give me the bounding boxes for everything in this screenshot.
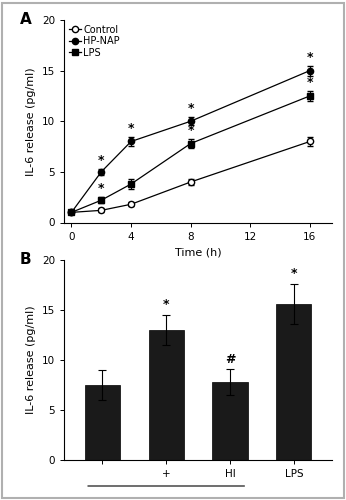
Y-axis label: IL-6 release (pg/ml): IL-6 release (pg/ml) xyxy=(26,306,36,414)
Text: *: * xyxy=(163,298,170,311)
Text: *: * xyxy=(98,182,104,195)
Legend: Control, HP-NAP, LPS: Control, HP-NAP, LPS xyxy=(69,25,120,58)
Text: *: * xyxy=(307,50,313,64)
Text: *: * xyxy=(188,124,194,138)
Bar xyxy=(85,385,120,460)
Text: *: * xyxy=(98,154,104,167)
Bar xyxy=(148,330,184,460)
Bar xyxy=(212,382,248,460)
X-axis label: Time (h): Time (h) xyxy=(175,247,221,257)
Y-axis label: IL-6 release (pg/ml): IL-6 release (pg/ml) xyxy=(26,67,36,176)
Text: *: * xyxy=(128,122,134,136)
Text: *: * xyxy=(307,76,313,89)
Text: A: A xyxy=(20,12,31,27)
Text: B: B xyxy=(20,252,31,267)
Bar xyxy=(276,304,311,460)
Text: #: # xyxy=(225,353,235,366)
Text: *: * xyxy=(291,267,297,280)
Text: *: * xyxy=(188,102,194,115)
